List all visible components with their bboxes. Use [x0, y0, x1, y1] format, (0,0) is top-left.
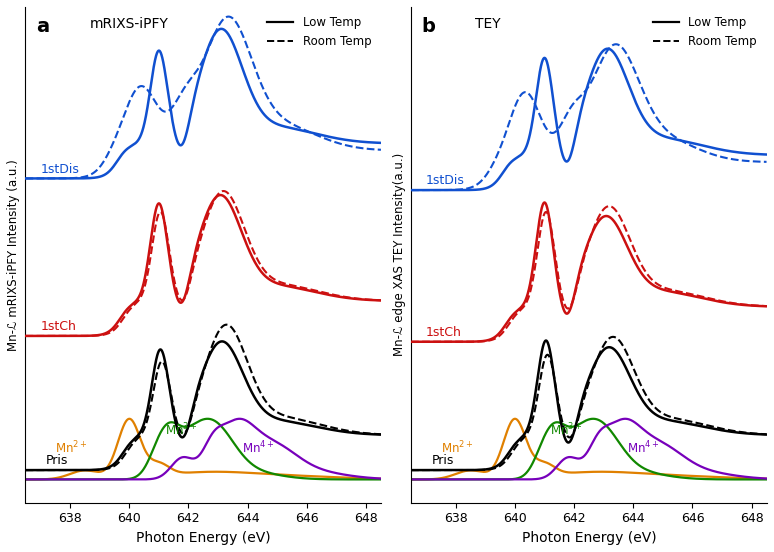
Text: Mn$^{3+}$: Mn$^{3+}$: [165, 422, 197, 438]
Legend: Low Temp, Room Temp: Low Temp, Room Temp: [649, 13, 761, 52]
Legend: Low Temp, Room Temp: Low Temp, Room Temp: [264, 13, 375, 52]
Y-axis label: Mn-ℒ mRIXS-iPFY Intensity (a.u.): Mn-ℒ mRIXS-iPFY Intensity (a.u.): [7, 159, 20, 351]
Text: b: b: [422, 17, 436, 36]
Text: 1stDis: 1stDis: [40, 163, 79, 176]
Text: TEY: TEY: [475, 17, 501, 31]
Text: 1stCh: 1stCh: [426, 326, 462, 339]
Text: Mn$^{2+}$: Mn$^{2+}$: [55, 440, 87, 457]
Text: Pris: Pris: [432, 454, 454, 468]
Text: Mn$^{4+}$: Mn$^{4+}$: [241, 440, 274, 457]
Text: Mn$^{3+}$: Mn$^{3+}$: [550, 422, 583, 438]
Text: 1stCh: 1stCh: [40, 320, 76, 333]
Text: a: a: [36, 17, 50, 36]
Text: mRIXS-iPFY: mRIXS-iPFY: [90, 17, 169, 31]
X-axis label: Photon Energy (eV): Photon Energy (eV): [522, 531, 656, 545]
X-axis label: Photon Energy (eV): Photon Energy (eV): [136, 531, 271, 545]
Text: Pris: Pris: [46, 454, 69, 468]
Text: 1stDis: 1stDis: [426, 174, 465, 187]
Y-axis label: Mn-ℒ edge XAS TEY Intensity(a.u.): Mn-ℒ edge XAS TEY Intensity(a.u.): [392, 153, 406, 357]
Text: Mn$^{4+}$: Mn$^{4+}$: [628, 440, 660, 457]
Text: Mn$^{2+}$: Mn$^{2+}$: [440, 440, 473, 457]
